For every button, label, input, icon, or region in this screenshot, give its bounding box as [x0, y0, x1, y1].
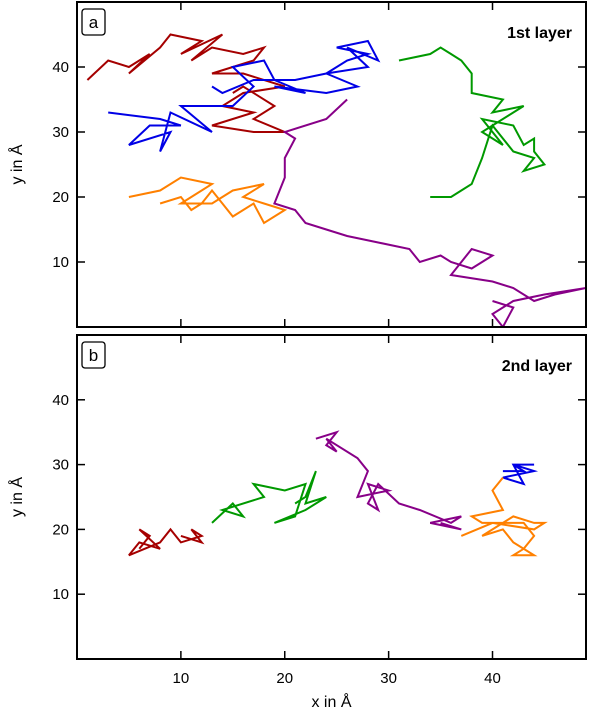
y-tick-label: 40: [52, 59, 69, 76]
x-tick-label: 40: [484, 670, 501, 687]
panel-letter-box: [81, 341, 106, 369]
panel-letter: b: [89, 346, 98, 365]
plot-frame: [76, 334, 587, 660]
y-axis-label: y in Å: [7, 144, 26, 184]
y-tick-label: 30: [52, 457, 69, 474]
trajectory-0: [86, 33, 286, 133]
x-tick-label: 30: [380, 670, 397, 687]
y-tick-label: 20: [52, 521, 69, 538]
panel-b: 10 20 30 40 10 20 30 40 y in Å x in Å 2nd layer b: [7, 334, 587, 711]
y-axis-label: y in Å: [7, 477, 26, 517]
y-tick-label: 20: [52, 189, 69, 206]
trajectory-4: [273, 98, 586, 327]
trajectory-2: [315, 430, 462, 531]
y-tick-label: 10: [52, 586, 69, 603]
trajectory-1: [108, 39, 381, 152]
panel-title: 1st layer: [507, 25, 572, 42]
panel-a: 10 20 30 40 y in Å 1st layer a: [7, 1, 587, 328]
x-tick-label: 10: [173, 670, 190, 687]
trajectory-4: [460, 476, 548, 557]
y-tick-label: 10: [52, 254, 69, 271]
trajectory-1: [211, 470, 327, 524]
trajectory-group: [86, 33, 586, 327]
trajectory-0: [128, 527, 205, 557]
x-axis-label: x in Å: [311, 692, 351, 711]
trajectory-group: [128, 430, 548, 557]
y-tick-label: 30: [52, 124, 69, 141]
trajectory-3: [502, 463, 539, 486]
panel-letter: a: [89, 13, 99, 32]
trajectory-2: [398, 46, 547, 198]
y-tick-label: 40: [52, 392, 69, 409]
panel-letter-box: [81, 8, 106, 36]
trajectory-3: [128, 176, 288, 225]
x-tick-label: 20: [276, 670, 293, 687]
plot-frame: [76, 1, 587, 328]
panel-title: 2nd layer: [502, 358, 572, 375]
